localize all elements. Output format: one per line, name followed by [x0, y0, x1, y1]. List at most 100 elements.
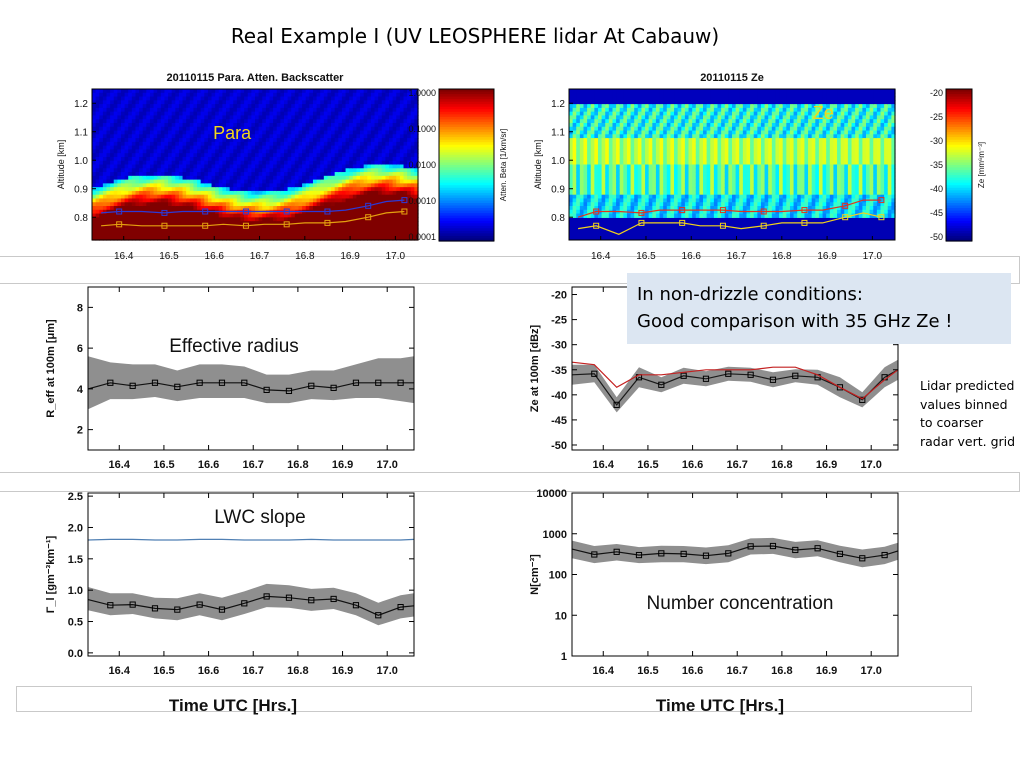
para-cell	[305, 115, 310, 120]
para-cell	[117, 96, 122, 101]
para-cell	[367, 89, 372, 94]
para-cell	[392, 224, 397, 230]
ze-image-cell	[612, 179, 617, 184]
para-cell	[352, 202, 358, 207]
para-cell	[92, 224, 97, 230]
ze-image-cell	[637, 130, 643, 135]
para-series-line	[101, 210, 405, 227]
para-cell	[298, 122, 303, 128]
para-cell	[294, 130, 300, 135]
para-cell	[345, 198, 350, 203]
para-cell	[287, 111, 292, 117]
para-cell	[280, 228, 285, 234]
para-cell	[189, 134, 195, 139]
ze-image-cell	[666, 213, 672, 218]
para-cell	[298, 141, 303, 147]
para-cell	[396, 149, 401, 154]
ze-image-cell	[674, 149, 679, 154]
para-cell	[396, 164, 401, 169]
para-cell	[113, 122, 118, 128]
ze-image-cell	[601, 134, 606, 139]
para-cell	[251, 100, 256, 105]
ze-image-cell	[608, 115, 614, 120]
para-cell	[120, 100, 126, 105]
ze-image-cell	[579, 104, 585, 109]
para-cell	[128, 138, 133, 143]
para-cell	[255, 172, 260, 177]
para-cell	[352, 172, 358, 177]
para-cell	[186, 138, 191, 143]
ze-image-cell	[590, 153, 595, 158]
para-cell	[207, 183, 213, 188]
para-cell	[168, 236, 173, 241]
para-cell	[323, 194, 329, 200]
para-cell	[160, 194, 166, 200]
ze-image-cell	[648, 149, 653, 154]
para-cell	[157, 107, 162, 113]
para-cell	[265, 149, 271, 154]
para-cell	[182, 145, 187, 151]
para-cell	[349, 138, 354, 143]
ze-image-cell	[619, 89, 624, 94]
para-cell	[178, 111, 184, 117]
para-cell	[139, 172, 144, 177]
para-cell	[247, 179, 252, 184]
ze-image-cell	[583, 153, 588, 158]
para-cell	[392, 236, 397, 241]
para-cell	[197, 104, 202, 109]
para-cell	[323, 104, 329, 109]
para-cell	[186, 156, 191, 162]
ze-image-cell	[630, 111, 635, 117]
ze-image-cell	[659, 198, 664, 203]
para-cell	[135, 92, 140, 98]
para-cell	[186, 96, 191, 101]
para-cell	[341, 175, 347, 181]
para-cell	[280, 126, 285, 132]
para-cell	[113, 198, 118, 203]
para-cell	[233, 100, 238, 105]
ze-image-cell	[681, 104, 686, 109]
para-cell	[211, 96, 216, 101]
para-cell	[164, 122, 169, 128]
para-cell	[178, 232, 184, 237]
ze-image-cell	[576, 213, 581, 218]
para-cell	[294, 168, 300, 173]
ze-image-cell	[674, 104, 679, 109]
para-cell	[302, 183, 307, 188]
para-cell	[283, 213, 289, 218]
para-cell	[389, 141, 394, 147]
ze-image-cell	[655, 153, 661, 158]
para-cell	[178, 190, 184, 196]
para-cell	[381, 202, 386, 207]
para-cell	[381, 130, 386, 135]
para-cell	[247, 156, 252, 162]
para-cell	[178, 107, 184, 113]
ze-image-cell	[637, 183, 643, 188]
para-cell	[182, 153, 187, 158]
para-cell	[160, 232, 166, 237]
para-cell	[389, 138, 394, 143]
ze-image-cell	[634, 89, 639, 94]
para-cell	[251, 172, 256, 177]
para-cell	[120, 190, 126, 196]
ze-image-cell	[608, 206, 614, 211]
para-cell	[302, 168, 307, 173]
ze-image-cell	[634, 156, 639, 162]
para-cell	[378, 175, 383, 181]
para-cell	[389, 190, 394, 196]
ze-image-cell	[619, 160, 624, 166]
para-cell	[323, 134, 329, 139]
para-cell	[99, 119, 104, 124]
para-cell	[171, 194, 176, 200]
para-cell	[160, 179, 166, 184]
para-cell	[160, 206, 166, 211]
para-cell	[356, 145, 361, 151]
para-cell	[120, 153, 126, 158]
para-cell	[99, 190, 104, 196]
para-cell	[323, 145, 329, 151]
para-cell	[360, 153, 365, 158]
ze-image-cell	[645, 183, 650, 188]
para-cell	[226, 145, 231, 151]
para-cell	[175, 111, 180, 117]
para-cell	[113, 89, 118, 94]
